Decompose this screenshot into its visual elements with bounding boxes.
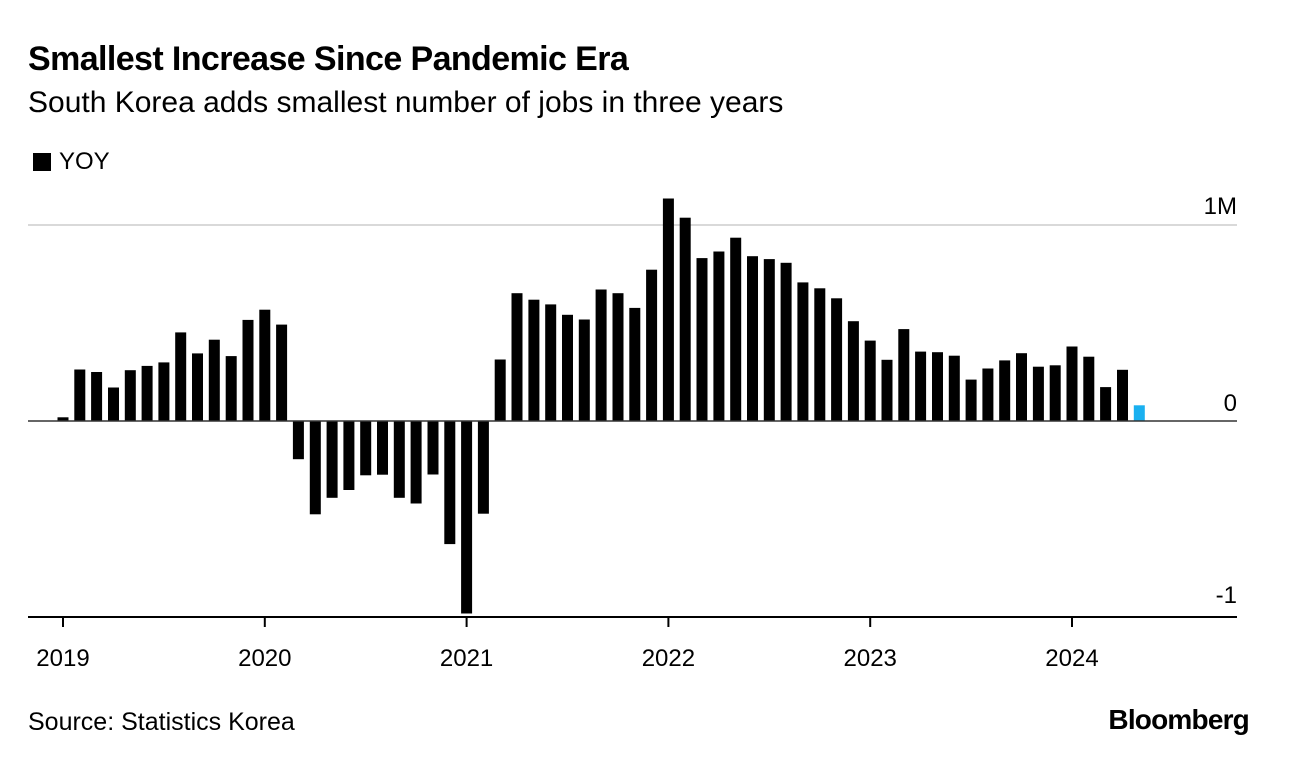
bar (780, 262, 792, 421)
bar (242, 319, 254, 421)
bar (343, 421, 355, 490)
bar (208, 339, 220, 421)
bar (1066, 346, 1078, 421)
bar (1016, 353, 1027, 421)
x-tick-label: 2019 (36, 645, 89, 672)
legend: YOY (33, 148, 110, 176)
bar (192, 353, 203, 421)
bar (309, 421, 321, 515)
bar (1133, 405, 1145, 421)
y-tick-label: 0 (1224, 390, 1237, 417)
bar (595, 289, 607, 421)
bar (141, 365, 153, 421)
bar (175, 332, 187, 421)
bar (679, 217, 691, 421)
bar (562, 314, 573, 421)
chart-title: Smallest Increase Since Pandemic Era (28, 40, 629, 78)
bar (864, 340, 876, 421)
bar (713, 251, 725, 421)
bar (377, 421, 388, 475)
bar (965, 379, 977, 421)
bar (1117, 369, 1128, 421)
bar (915, 351, 927, 421)
x-tick-label: 2023 (844, 645, 897, 672)
legend-swatch (33, 153, 51, 171)
bar (444, 421, 456, 545)
bar (528, 299, 540, 421)
x-tick-label: 2024 (1045, 645, 1098, 672)
bar (1100, 387, 1112, 421)
bar (225, 356, 237, 421)
bar (982, 368, 994, 421)
legend-label: YOY (59, 148, 110, 175)
bar (646, 269, 658, 421)
bar (847, 321, 859, 421)
bar (360, 421, 372, 476)
bar (999, 360, 1011, 421)
x-tick-label: 2022 (642, 645, 695, 672)
bar (881, 359, 893, 421)
bar (1083, 356, 1095, 421)
bar (326, 421, 338, 498)
bar (831, 298, 843, 421)
bar (427, 421, 439, 475)
bar (932, 352, 943, 421)
bloomberg-logo: Bloomberg (1108, 704, 1249, 735)
bar (158, 362, 170, 421)
bar (1032, 366, 1044, 421)
chart-subtitle: South Korea adds smallest number of jobs… (28, 86, 784, 119)
bar (898, 329, 910, 421)
bar (612, 293, 624, 421)
bar (276, 324, 288, 421)
bar (545, 304, 557, 421)
bar (730, 237, 742, 421)
y-tick-label: 1M (1204, 193, 1237, 220)
x-tick-label: 2021 (440, 645, 493, 672)
bar (814, 288, 826, 421)
bar (393, 421, 405, 498)
bar (494, 359, 506, 421)
bar (747, 256, 758, 421)
bar (461, 421, 473, 614)
bar (948, 355, 960, 421)
bar (108, 387, 119, 421)
bar (797, 282, 809, 421)
y-tick-label: -1 (1216, 582, 1237, 609)
source-note: Source: Statistics Korea (28, 708, 295, 736)
bar (662, 198, 674, 421)
bar (763, 259, 775, 421)
bar (259, 309, 271, 421)
bar (696, 258, 708, 421)
bar (1049, 365, 1061, 421)
bar (477, 421, 489, 514)
bar (91, 372, 103, 421)
bar (511, 293, 523, 421)
bar (124, 370, 136, 421)
bar (74, 369, 86, 421)
bar (410, 421, 422, 504)
bar (57, 417, 69, 421)
bar (292, 421, 304, 460)
bar (578, 319, 590, 421)
x-tick-label: 2020 (238, 645, 291, 672)
bar (629, 307, 641, 421)
